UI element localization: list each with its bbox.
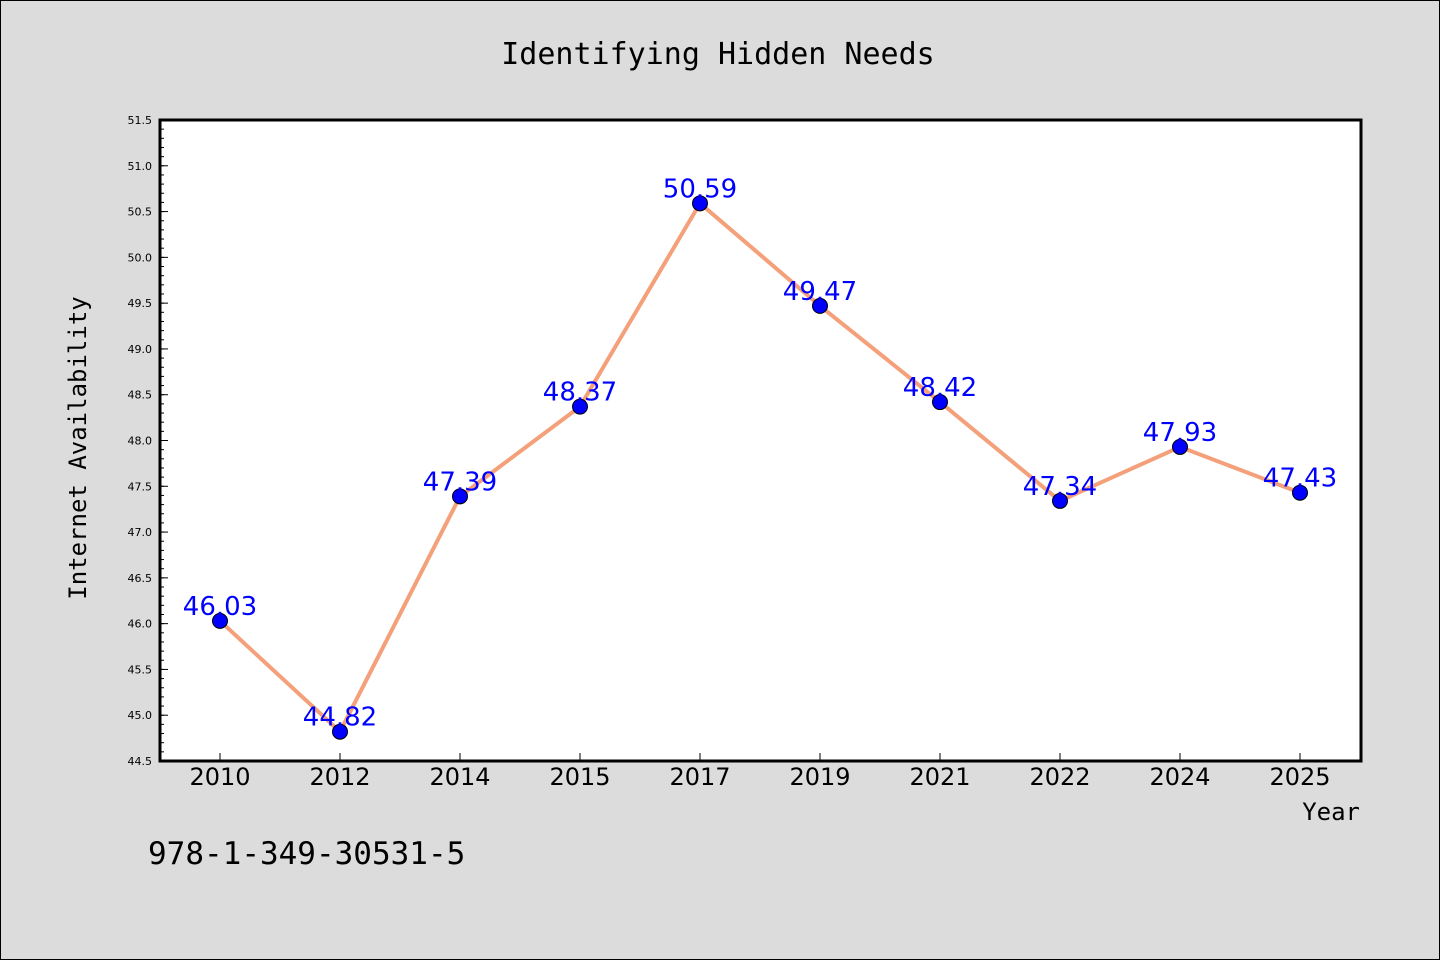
x-tick-label: 2010 — [189, 763, 250, 791]
y-tick-label: 48.5 — [128, 389, 153, 402]
data-point — [212, 612, 228, 629]
x-tick-label: 2022 — [1029, 763, 1090, 791]
x-axis-label: Year — [1302, 798, 1360, 826]
y-tick-label: 45.0 — [128, 709, 153, 722]
x-tick-label: 2025 — [1269, 763, 1330, 791]
series-line — [218, 201, 1301, 734]
data-labels: 46.03 44.82 47.39 48.37 50.59 49.47 48.42 47.34… — [183, 174, 1337, 732]
y-tick-label: 46.0 — [128, 618, 153, 631]
series-polyline — [218, 201, 1301, 734]
x-tick-label: 2019 — [789, 763, 850, 791]
data-label: 47.34 — [1023, 472, 1097, 502]
y-tick-label: 44.5 — [128, 755, 153, 768]
x-tick-label: 2015 — [549, 763, 610, 791]
data-point — [1292, 484, 1308, 501]
y-tick-label: 51.0 — [128, 160, 153, 173]
x-tick-label: 2021 — [909, 763, 970, 791]
y-tick-label: 50.5 — [128, 206, 153, 219]
data-point — [452, 488, 468, 505]
y-axis: 44.5 45.0 45.5 46.0 46.5 47.0 47.5 48.0 48.5 49.0… — [128, 114, 168, 768]
x-tick-label: 2017 — [669, 763, 730, 791]
series-markers — [212, 195, 1308, 740]
data-label: 49.47 — [783, 277, 857, 307]
y-tick-label: 48.0 — [128, 435, 153, 448]
x-tick-label: 2012 — [309, 763, 370, 791]
y-tick-label: 49.5 — [128, 297, 153, 310]
data-label: 44.82 — [303, 703, 377, 733]
y-tick-label: 51.5 — [128, 114, 153, 127]
data-point — [812, 297, 828, 314]
data-point — [932, 394, 948, 411]
y-tick-label: 45.5 — [128, 663, 153, 676]
data-point — [572, 398, 588, 415]
data-point — [332, 723, 348, 740]
data-point — [1052, 492, 1068, 509]
chart-title: Identifying Hidden Needs — [501, 37, 934, 72]
data-label: 47.93 — [1143, 418, 1217, 448]
data-label: 47.43 — [1263, 464, 1337, 494]
plot-area — [158, 118, 1363, 763]
y-axis-label: Internet Availability — [64, 296, 92, 599]
data-label: 48.37 — [543, 378, 617, 408]
x-axis: 2010 2012 2014 2015 2017 2019 2021 2022 2024 2025 — [189, 753, 1331, 791]
y-tick-label: 47.0 — [128, 526, 153, 539]
x-tick-label: 2014 — [429, 763, 490, 791]
data-label: 46.03 — [183, 592, 257, 622]
data-point — [692, 195, 708, 212]
y-tick-label: 47.5 — [128, 480, 153, 493]
data-label: 48.42 — [903, 373, 977, 403]
data-point — [1172, 438, 1188, 455]
y-tick-label: 50.0 — [128, 251, 153, 264]
x-tick-label: 2024 — [1149, 763, 1210, 791]
data-label: 47.39 — [423, 467, 497, 497]
data-label: 50.59 — [663, 174, 737, 204]
y-tick-label: 49.0 — [128, 343, 153, 356]
isbn-annotation: 978-1-349-30531-5 — [148, 836, 465, 872]
y-tick-label: 46.5 — [128, 572, 153, 585]
